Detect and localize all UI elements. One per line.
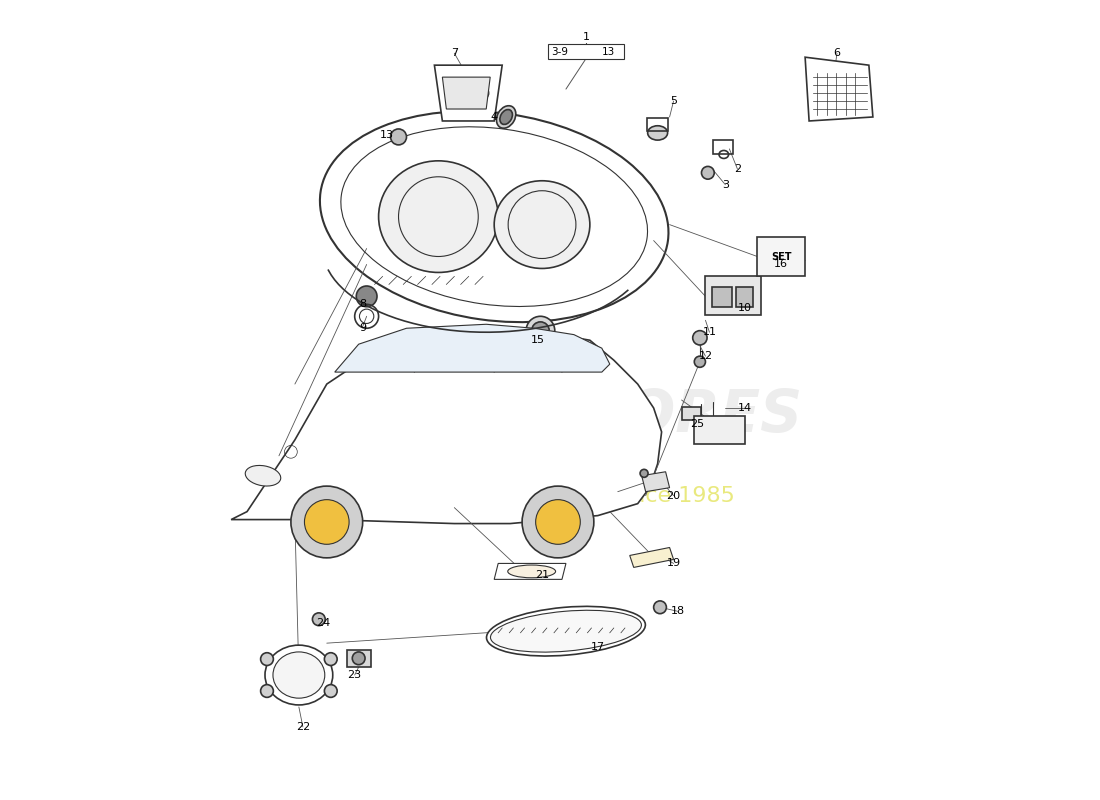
Text: 13: 13 [379, 130, 394, 140]
Circle shape [305, 500, 349, 544]
FancyBboxPatch shape [548, 45, 624, 58]
Text: 8: 8 [359, 299, 366, 310]
Text: 4: 4 [491, 112, 498, 122]
Circle shape [261, 685, 274, 698]
Circle shape [390, 129, 407, 145]
FancyBboxPatch shape [757, 237, 805, 277]
Text: 16: 16 [774, 259, 789, 270]
Ellipse shape [273, 652, 324, 698]
Text: 13: 13 [602, 46, 615, 57]
Circle shape [526, 316, 554, 345]
Text: 3: 3 [722, 180, 729, 190]
Text: SET: SET [771, 251, 791, 262]
Text: 17: 17 [591, 642, 605, 652]
Ellipse shape [494, 181, 590, 269]
Ellipse shape [320, 111, 669, 322]
Circle shape [653, 601, 667, 614]
Circle shape [694, 356, 705, 367]
Circle shape [531, 322, 549, 339]
Text: 10: 10 [738, 303, 752, 314]
Text: 19: 19 [667, 558, 681, 569]
Circle shape [356, 286, 377, 306]
Text: 24: 24 [316, 618, 330, 628]
FancyBboxPatch shape [346, 650, 371, 667]
Text: 20: 20 [667, 490, 681, 501]
Polygon shape [334, 324, 609, 372]
Polygon shape [442, 77, 491, 109]
Text: 6: 6 [834, 48, 840, 58]
FancyBboxPatch shape [736, 286, 754, 306]
Text: euroMOTORES: euroMOTORES [329, 387, 803, 445]
Ellipse shape [265, 645, 333, 705]
Ellipse shape [486, 606, 646, 656]
FancyBboxPatch shape [682, 407, 702, 420]
Circle shape [352, 652, 365, 665]
Polygon shape [641, 472, 670, 492]
Text: a passion for parts since 1985: a passion for parts since 1985 [397, 486, 735, 506]
Text: 2: 2 [734, 164, 741, 174]
Text: 9: 9 [359, 323, 366, 334]
Polygon shape [629, 547, 673, 567]
Circle shape [536, 500, 581, 544]
Text: 5: 5 [670, 96, 678, 106]
Ellipse shape [496, 106, 516, 128]
Circle shape [312, 613, 326, 626]
Ellipse shape [499, 110, 513, 125]
Ellipse shape [491, 610, 641, 652]
Circle shape [324, 653, 337, 666]
FancyBboxPatch shape [705, 277, 761, 314]
Polygon shape [434, 65, 503, 121]
Circle shape [702, 166, 714, 179]
Text: 22: 22 [296, 722, 310, 732]
Polygon shape [693, 416, 746, 444]
Polygon shape [231, 328, 661, 523]
Circle shape [640, 470, 648, 478]
Circle shape [693, 330, 707, 345]
Text: 25: 25 [691, 419, 704, 429]
Polygon shape [494, 563, 565, 579]
Text: 11: 11 [703, 327, 716, 338]
Text: 1: 1 [582, 32, 590, 42]
Text: 15: 15 [531, 335, 544, 346]
Circle shape [290, 486, 363, 558]
Text: 14: 14 [738, 403, 752, 413]
Ellipse shape [245, 466, 280, 486]
Text: 18: 18 [671, 606, 684, 616]
Text: 3-9: 3-9 [551, 46, 568, 57]
Polygon shape [805, 57, 873, 121]
Ellipse shape [648, 126, 668, 140]
Circle shape [324, 685, 337, 698]
FancyBboxPatch shape [712, 286, 732, 306]
Circle shape [522, 486, 594, 558]
Text: 21: 21 [535, 570, 549, 580]
Ellipse shape [378, 161, 498, 273]
Text: 23: 23 [348, 670, 362, 680]
Circle shape [261, 653, 274, 666]
FancyBboxPatch shape [532, 341, 549, 350]
Text: 7: 7 [451, 48, 458, 58]
Ellipse shape [508, 565, 556, 578]
Text: 12: 12 [698, 351, 713, 361]
